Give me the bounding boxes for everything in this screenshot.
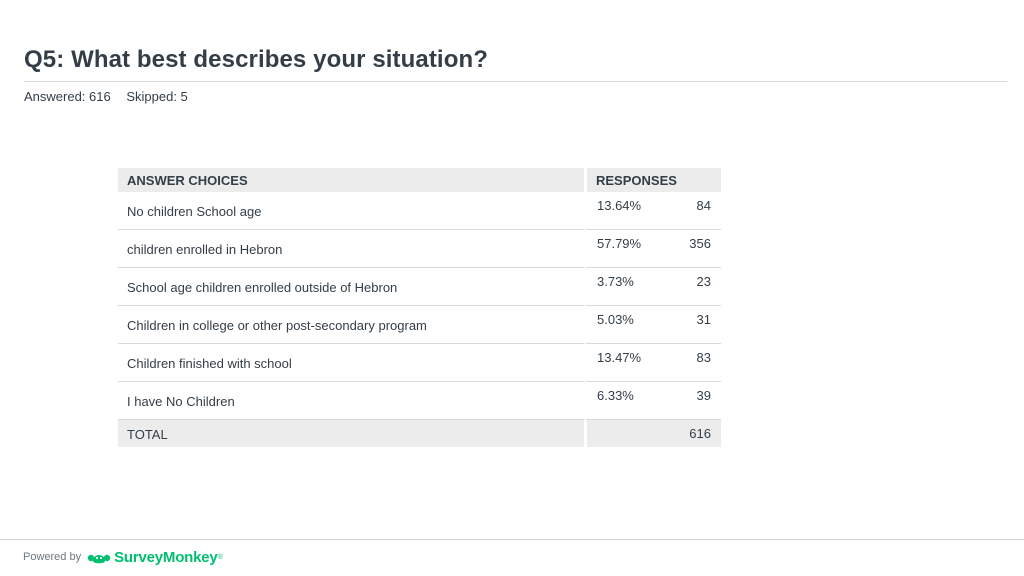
title-divider: [24, 81, 1007, 82]
response-cell: 5.03% 31: [584, 306, 721, 344]
total-row: TOTAL 616: [118, 420, 721, 447]
response-percent: 6.33%: [597, 388, 634, 403]
response-stats: Answered: 616 Skipped: 5: [24, 89, 200, 104]
responses-table: ANSWER CHOICES RESPONSES No children Sch…: [118, 168, 721, 447]
skipped-count: Skipped: 5: [126, 89, 188, 104]
response-percent: 13.47%: [597, 350, 642, 365]
response-cell: 3.73% 23: [584, 268, 721, 306]
footer-divider: [0, 539, 1024, 540]
response-count: 84: [696, 198, 711, 213]
response-count: 83: [696, 350, 711, 365]
table-row: School age children enrolled outside of …: [118, 268, 721, 306]
answer-choice: children enrolled in Hebron: [118, 230, 584, 268]
total-count: 616: [584, 420, 721, 447]
response-percent: 57.79%: [597, 236, 642, 251]
answered-count: Answered: 616: [24, 89, 111, 104]
response-count: 356: [689, 236, 711, 251]
answer-choice: Children finished with school: [118, 344, 584, 382]
response-cell: 6.33% 39: [584, 382, 721, 420]
response-cell: 13.64% 84: [584, 192, 721, 230]
total-label: TOTAL: [118, 420, 584, 447]
response-cell: 57.79% 356: [584, 230, 721, 268]
surveymonkey-logo-icon: [87, 554, 111, 564]
response-percent: 5.03%: [597, 312, 634, 327]
response-count: 31: [696, 312, 711, 327]
footer: Powered by SurveyMonkey ®: [23, 548, 223, 566]
brand-name: SurveyMonkey: [114, 548, 218, 566]
table-row: No children School age 13.64% 84: [118, 192, 721, 230]
response-cell: 13.47% 83: [584, 344, 721, 382]
answer-choices-header: ANSWER CHOICES: [118, 168, 584, 192]
response-count: 39: [696, 388, 711, 403]
page-title: Q5: What best describes your situation?: [24, 46, 488, 73]
table-row: children enrolled in Hebron 57.79% 356: [118, 230, 721, 268]
table-row: Children finished with school 13.47% 83: [118, 344, 721, 382]
responses-header: RESPONSES: [584, 168, 721, 192]
table-row: I have No Children 6.33% 39: [118, 382, 721, 420]
response-percent: 13.64%: [597, 198, 642, 213]
response-percent: 3.73%: [597, 274, 634, 289]
powered-by-label: Powered by: [23, 551, 82, 563]
table-row: Children in college or other post-second…: [118, 306, 721, 344]
answer-choice: Children in college or other post-second…: [118, 306, 584, 344]
response-count: 23: [696, 274, 711, 289]
trademark-symbol: ®: [217, 553, 223, 561]
answer-choice: I have No Children: [118, 382, 584, 420]
table-header-row: ANSWER CHOICES RESPONSES: [118, 168, 721, 192]
answer-choice: School age children enrolled outside of …: [118, 268, 584, 306]
answer-choice: No children School age: [118, 192, 584, 230]
